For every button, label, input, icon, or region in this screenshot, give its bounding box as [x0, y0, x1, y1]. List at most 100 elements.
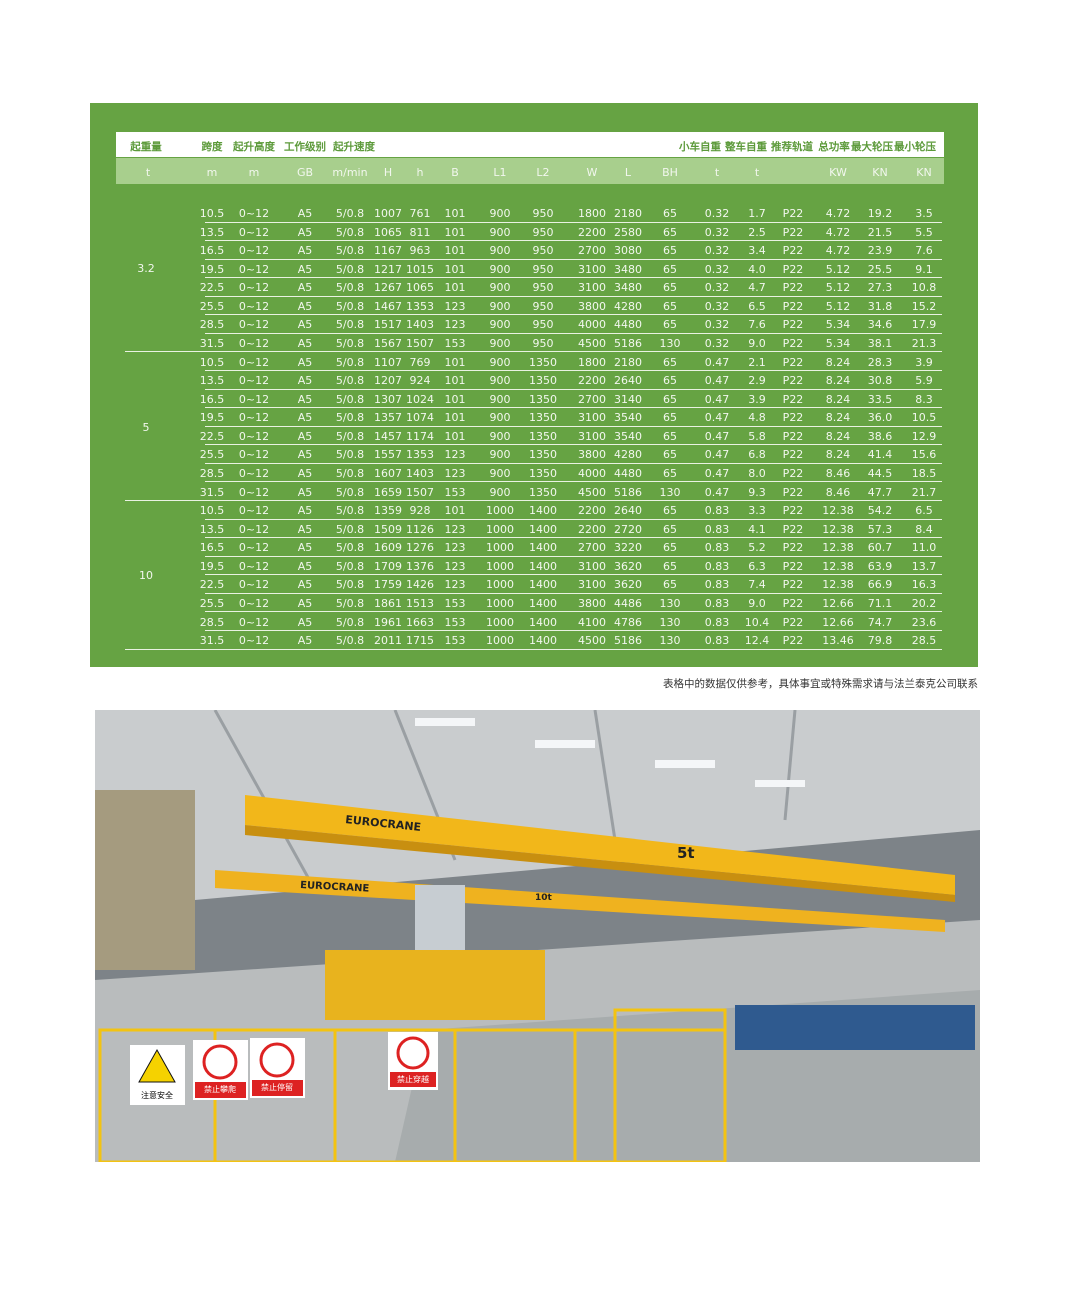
cell: 5186 — [614, 336, 642, 350]
row-divider — [205, 370, 942, 372]
column-header: 起升高度 — [233, 141, 275, 153]
cell: 900 — [489, 318, 511, 332]
cell: 0~12 — [238, 392, 270, 406]
cell: 1167 — [374, 244, 402, 258]
cell: 5/0.8 — [335, 374, 365, 388]
cell: 31.8 — [867, 299, 893, 313]
cell: 1709 — [374, 559, 402, 573]
cell: 1507 — [406, 336, 434, 350]
cell: 71.1 — [867, 596, 893, 610]
cell: 1074 — [406, 411, 434, 425]
cell: 1400 — [529, 596, 557, 610]
cell: 3100 — [578, 411, 606, 425]
cell: P22 — [782, 504, 804, 518]
cell: 5/0.8 — [335, 318, 365, 332]
cell: 3220 — [614, 541, 642, 555]
column-unit: t — [145, 166, 151, 179]
cell: 0~12 — [238, 281, 270, 295]
cell: 0~12 — [238, 448, 270, 462]
cell: 1000 — [486, 541, 514, 555]
cell: 0.32 — [704, 207, 730, 220]
cell: 101 — [444, 504, 466, 518]
cell: A5 — [297, 207, 313, 220]
group-divider — [125, 500, 942, 502]
note: 表格中的数据仅供参考，具体事宜或特殊需求请与法兰泰克公司联系 — [663, 678, 978, 690]
cell: 22.5 — [199, 281, 225, 295]
cell: 5/0.8 — [335, 615, 365, 629]
capacity: 5 — [142, 420, 150, 434]
cell: 1961 — [374, 615, 402, 629]
cell: 65 — [663, 355, 677, 369]
cell: 65 — [663, 429, 677, 443]
cell: 950 — [532, 281, 554, 295]
cell: 28.3 — [867, 355, 893, 369]
cell: 4786 — [614, 615, 642, 629]
cell: 1350 — [529, 411, 557, 425]
cell: 16.3 — [911, 578, 937, 592]
cell: 1000 — [486, 559, 514, 573]
column-unit: m — [206, 166, 218, 179]
cell: 9.0 — [748, 336, 766, 350]
cell: 1267 — [374, 281, 402, 295]
cell: 6.5 — [915, 504, 933, 518]
cell: 1609 — [374, 541, 402, 555]
cell: 28.5 — [199, 615, 225, 629]
column-header: 最大轮压 — [851, 141, 893, 153]
row-divider — [205, 481, 942, 483]
cell: 65 — [663, 374, 677, 388]
cell: 123 — [444, 541, 466, 555]
cell: 4480 — [614, 318, 642, 332]
cell: 900 — [489, 485, 511, 499]
cell: 5/0.8 — [335, 262, 365, 276]
cell: 1000 — [486, 578, 514, 592]
cell: 65 — [663, 411, 677, 425]
cell: 4480 — [614, 466, 642, 480]
cell: 15.2 — [911, 299, 937, 313]
cell: 1000 — [486, 596, 514, 610]
cell: 0.47 — [704, 429, 730, 443]
cell: 0~12 — [238, 615, 270, 629]
cell: 3480 — [614, 281, 642, 295]
cell: 65 — [663, 299, 677, 313]
cell: 2180 — [614, 355, 642, 369]
cell: 4500 — [578, 634, 606, 648]
cell: A5 — [297, 448, 313, 462]
cell: 5.2 — [748, 541, 766, 555]
cell: 1126 — [406, 522, 434, 536]
cell: 900 — [489, 262, 511, 276]
cell: 0.47 — [704, 448, 730, 462]
cell: P22 — [782, 596, 804, 610]
cell: 1517 — [374, 318, 402, 332]
cell: 12.38 — [822, 541, 854, 555]
cell: 924 — [409, 374, 431, 388]
cell: 1800 — [578, 207, 606, 220]
cell: 0~12 — [238, 522, 270, 536]
cell: 1107 — [374, 355, 402, 369]
cell: 1307 — [374, 392, 402, 406]
column-header: 工作级别 — [284, 141, 326, 153]
cell: 6.3 — [748, 559, 766, 573]
cell: 1400 — [529, 634, 557, 648]
cell: A5 — [297, 596, 313, 610]
cell: 130 — [659, 634, 681, 648]
cell: 5/0.8 — [335, 225, 365, 239]
cell: 123 — [444, 466, 466, 480]
cell: A5 — [297, 299, 313, 313]
cell: 1350 — [529, 374, 557, 388]
cell: 4000 — [578, 466, 606, 480]
cell: 0~12 — [238, 559, 270, 573]
cell: 65 — [663, 559, 677, 573]
cell: 0~12 — [238, 355, 270, 369]
cell: 4486 — [614, 596, 642, 610]
cell: 6.8 — [748, 448, 766, 462]
cell: 65 — [663, 522, 677, 536]
sign-text: 禁止穿越 — [397, 1074, 429, 1084]
cell: 123 — [444, 559, 466, 573]
cell: 1659 — [374, 485, 402, 499]
cell: 16.5 — [199, 244, 225, 258]
cell: 2700 — [578, 244, 606, 258]
column-unit: BH — [662, 166, 678, 179]
cell: 5/0.8 — [335, 336, 365, 350]
cell: 101 — [444, 429, 466, 443]
